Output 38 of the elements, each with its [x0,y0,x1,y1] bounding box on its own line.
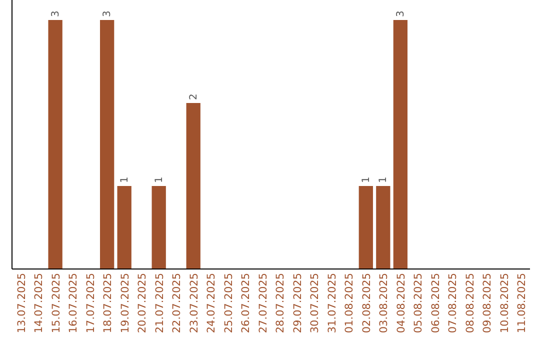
x-tick-label: 07.08.2025 [447,273,460,334]
x-tick-label: 13.07.2025 [16,273,28,334]
x-tick-label: 17.07.2025 [84,273,97,334]
x-tick-label: 24.07.2025 [206,273,218,334]
x-tick-label: 03.08.2025 [378,273,390,334]
x-tick-label: 28.07.2025 [274,273,287,334]
x-tick-label: 29.07.2025 [292,273,304,334]
x-tick-label: 11.08.2025 [516,273,528,334]
x-tick-label: 01.08.2025 [344,273,356,334]
data-label: 1 [378,176,390,183]
x-tick-label: 21.07.2025 [154,273,166,334]
x-tick-label: 05.08.2025 [412,273,425,334]
x-tick-label: 04.08.2025 [395,273,408,334]
x-tick-label: 20.07.2025 [136,273,149,334]
data-label: 3 [395,10,406,17]
data-label: 3 [102,10,114,17]
x-tick-label: 22.07.2025 [171,273,184,334]
x-tick-label: 15.07.2025 [50,273,62,334]
x-tick-label: 19.07.2025 [119,273,132,334]
data-label: 1 [119,176,130,183]
data-label: 1 [154,176,165,183]
x-tick-label: 02.08.2025 [360,273,373,334]
x-tick-label: 14.07.2025 [33,273,46,334]
data-label: 1 [360,176,372,183]
x-tick-label: 25.07.2025 [222,273,235,334]
data-label: 2 [188,94,200,100]
x-tick-label: 31.07.2025 [326,273,338,334]
x-tick-label: 16.07.2025 [68,273,80,334]
x-tick-label: 30.07.2025 [309,273,322,334]
x-tick-label: 18.07.2025 [102,273,114,334]
x-tick-label: 06.08.2025 [430,273,442,334]
x-tick-label: 09.08.2025 [482,273,494,334]
x-tick-label: 26.07.2025 [240,273,252,334]
x-tick-label: 10.08.2025 [498,273,511,334]
data-label: 3 [50,10,62,17]
x-tick-label: 23.07.2025 [188,273,200,334]
x-tick-label: 27.07.2025 [257,273,270,334]
x-tick-label: 08.08.2025 [464,273,476,334]
